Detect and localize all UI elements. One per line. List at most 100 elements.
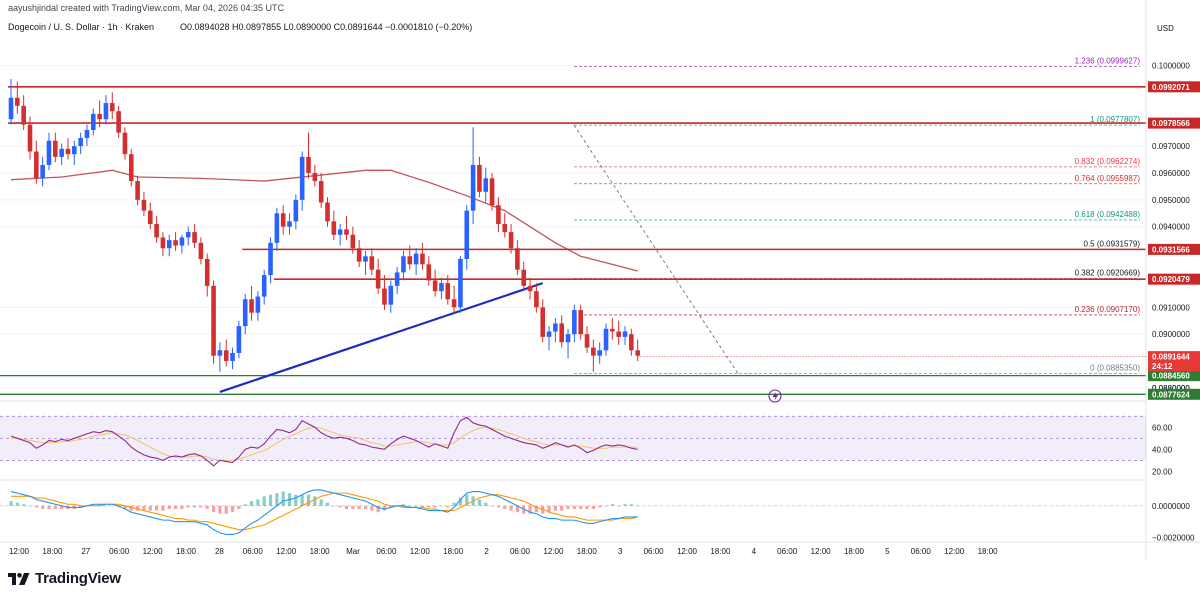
macd-histogram-bar (268, 494, 273, 506)
fib-level-label: 1.236 (0.0999627) (1075, 57, 1141, 66)
time-tick-label: Mar (346, 547, 360, 556)
time-tick-label: 18:00 (577, 547, 598, 556)
price-tick-label: 0.0970000 (1152, 142, 1190, 151)
candle-body (128, 154, 134, 182)
price-axis[interactable]: 0.1000000 0.0970000 0.0960000 0.0950000 0.09… (1145, 0, 1190, 560)
macd-histogram-bar (306, 494, 311, 506)
chart-credit: aayushjindal created with TradingView.co… (8, 3, 284, 13)
ohlc-readout: O0.0894028 H0.0897855 L0.0890000 C0.0891… (180, 22, 472, 32)
macd-tick-label: 0.0000000 (1152, 502, 1190, 511)
macd-histogram-bar (420, 505, 425, 508)
candle-body (629, 334, 634, 351)
candle-body (508, 232, 514, 249)
macd-histogram-bar (9, 501, 13, 506)
macd-histogram-bar (477, 499, 482, 506)
macd-histogram-bar (591, 505, 595, 510)
moving-average-line (10, 169, 638, 272)
candle-body (318, 181, 324, 203)
time-tick-label: 12:00 (143, 547, 164, 556)
replay-icon[interactable] (768, 389, 782, 403)
macd-histogram-bar (249, 501, 254, 506)
candle-body (502, 224, 508, 233)
price-tag (1148, 243, 1200, 255)
candle-body (173, 240, 178, 246)
macd-histogram-bar (230, 505, 235, 513)
candle-body (521, 269, 527, 286)
price-tag-label: 0.0884560 (1152, 372, 1190, 381)
time-tick-label: 18:00 (176, 547, 197, 556)
price-tick-label: 0.0950000 (1152, 196, 1190, 205)
macd-histogram-bar (446, 505, 450, 508)
candle-body (255, 296, 261, 313)
macd-line (10, 489, 638, 535)
candle-body (59, 148, 64, 157)
candle-body (40, 164, 45, 179)
macd-histogram-bar (237, 505, 241, 510)
time-tick-label: 12:00 (811, 547, 832, 556)
candle-body (344, 229, 349, 235)
candle-body (565, 334, 571, 343)
macd-histogram-bar (15, 502, 19, 506)
price-tag (1148, 117, 1200, 129)
macd-histogram-bar (98, 504, 102, 506)
macd-histogram-bar (47, 505, 51, 510)
price-tick-label: 0.0960000 (1152, 169, 1190, 178)
candle-body (401, 256, 406, 273)
macd-histogram-bar (199, 505, 203, 508)
price-tag-label: 0.0978566 (1152, 119, 1190, 128)
candle-body (198, 242, 204, 259)
price-tag (1148, 273, 1200, 285)
macd-histogram-bar (173, 505, 178, 510)
fib-level-label: 0 (0.0885350) (1090, 364, 1140, 373)
trendline-group (219, 282, 544, 393)
macd-histogram-bar (503, 505, 507, 510)
time-axis[interactable]: 12:00 18:00 27 06:00 12:00 18:00 28 06:00 12:00 1… (0, 541, 1200, 556)
macd-histogram-bar (319, 499, 323, 506)
macd-histogram-bar (382, 505, 387, 511)
support-trendline (219, 282, 544, 393)
candle-body (8, 97, 14, 120)
candle-body (369, 256, 375, 270)
macd-histogram-bar (256, 499, 260, 506)
candle-body (382, 288, 387, 305)
candle-body (268, 242, 273, 276)
macd-histogram-bar (192, 505, 197, 508)
macd-histogram-bar (579, 505, 583, 510)
candle-body (325, 202, 330, 222)
macd-histogram-bar (186, 505, 190, 508)
price-tag-label: 0.0992071 (1152, 83, 1190, 92)
macd-histogram-bar (338, 505, 342, 508)
macd-histogram-bar (522, 505, 526, 514)
candle-body (559, 323, 565, 343)
candle-body (464, 210, 470, 259)
candle-body (591, 347, 596, 356)
candle-body (306, 156, 311, 173)
candle-body (34, 151, 39, 179)
macd-histogram-bar (218, 505, 222, 514)
candle-body (375, 269, 381, 289)
macd-histogram-bar (243, 504, 247, 506)
macd-histogram-bar (623, 504, 627, 506)
candle-body (147, 210, 153, 225)
candle-body (116, 111, 121, 133)
candle-body (331, 221, 337, 235)
macd-histogram-bar (414, 505, 418, 507)
macd-histogram-bar (484, 502, 488, 506)
candle-body (27, 124, 33, 152)
price-tag (1148, 388, 1200, 400)
candle-body (46, 140, 52, 165)
macd-pane: 0.0000000 −0.0020000 (0, 479, 1195, 543)
time-tick-label: 06:00 (109, 547, 130, 556)
rsi-pane: 60.00 40.00 20.00 (0, 400, 1173, 476)
time-tick-label: 06:00 (644, 547, 665, 556)
price-tag-countdown: 24:12 (1152, 362, 1173, 371)
candlestick-series (8, 78, 640, 372)
candle-body (299, 156, 305, 200)
time-tick-label: 06:00 (911, 547, 932, 556)
tradingview-logo-icon (8, 572, 30, 586)
candle-body (458, 258, 463, 308)
time-tick-label: 12:00 (543, 547, 564, 556)
time-tick-label: 12:00 (276, 547, 297, 556)
tradingview-logo[interactable]: TradingView (8, 570, 121, 587)
